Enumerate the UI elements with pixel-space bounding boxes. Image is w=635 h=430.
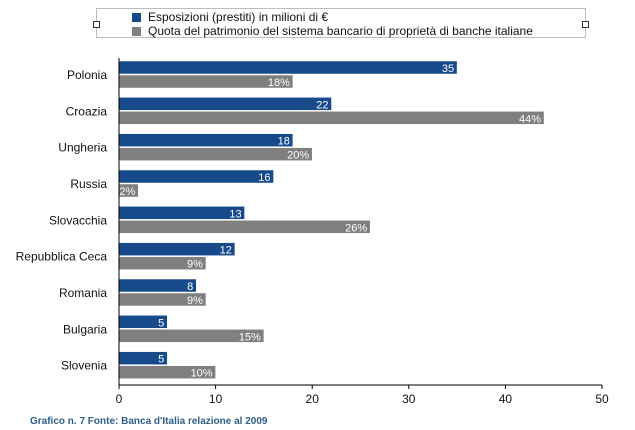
bar-esposizioni-romania: [118, 278, 197, 293]
data-label-esposizioni-polonia: 35: [442, 63, 454, 75]
legend-label-quota: Quota del patrimonio del sistema bancari…: [148, 24, 533, 38]
data-label-esposizioni-slovenia: 5: [158, 354, 164, 366]
bar-esposizioni-russia: [118, 169, 274, 184]
data-label-quota-russia: 2%: [119, 186, 135, 198]
legend-label-esposizioni: Esposizioni (prestiti) in milioni di €: [148, 10, 329, 24]
bar-quota-slovacchia: [118, 220, 371, 234]
legend: Esposizioni (prestiti) in milioni di € Q…: [93, 8, 589, 38]
legend-handle-left[interactable]: [93, 21, 100, 28]
data-label-quota-romania: 9%: [187, 295, 203, 307]
data-label-esposizioni-romania: 8: [187, 281, 193, 293]
category-label-croazia: Croazia: [66, 104, 108, 118]
category-label-slovacchia: Slovacchia: [49, 213, 107, 227]
bar-esposizioni-ungheria: [118, 133, 294, 147]
data-label-quota-slovacchia: 26%: [345, 222, 367, 234]
legend-swatch-blue: [132, 12, 141, 22]
bar-esposizioni-repubblica-ceca: [118, 242, 236, 256]
data-label-esposizioni-russia: 16: [258, 172, 270, 184]
bar-esposizioni-croazia: [118, 97, 332, 111]
category-label-polonia: Polonia: [67, 68, 107, 82]
bar-esposizioni-polonia: [118, 60, 458, 75]
data-label-quota-repubblica-ceca: 9%: [187, 259, 203, 271]
x-tick-label-20: 20: [306, 392, 320, 406]
category-label-repubblica-ceca: Repubblica Ceca: [16, 250, 108, 264]
x-tick-label-30: 30: [402, 392, 416, 406]
category-label-slovenia: Slovenia: [61, 359, 107, 373]
data-label-quota-ungheria: 20%: [287, 150, 309, 162]
legend-handle-right[interactable]: [582, 21, 589, 28]
data-label-esposizioni-slovacchia: 13: [229, 208, 241, 220]
category-label-russia: Russia: [70, 177, 107, 191]
bar-quota-polonia: [118, 74, 294, 89]
category-label-bulgaria: Bulgaria: [63, 322, 107, 336]
data-label-quota-bulgaria: 15%: [239, 331, 261, 343]
data-label-esposizioni-croazia: 22: [316, 99, 328, 111]
category-label-ungheria: Ungheria: [58, 141, 107, 155]
x-tick-label-0: 0: [116, 392, 123, 406]
bar-quota-ungheria: [118, 147, 313, 161]
data-label-esposizioni-ungheria: 18: [278, 136, 290, 148]
x-tick-label-40: 40: [499, 392, 513, 406]
legend-swatch-gray: [132, 26, 141, 36]
chart-caption: Grafico n. 7 Fonte: Banca d'Italia relaz…: [30, 416, 268, 427]
category-label-romania: Romania: [59, 286, 107, 300]
bar-esposizioni-slovacchia: [118, 206, 245, 220]
data-label-quota-polonia: 18%: [268, 77, 290, 89]
legend-item-esposizioni: Esposizioni (prestiti) in milioni di €: [132, 10, 328, 24]
legend-item-quota: Quota del patrimonio del sistema bancari…: [132, 24, 533, 38]
data-label-esposizioni-repubblica-ceca: 12: [220, 245, 232, 257]
data-label-quota-croazia: 44%: [519, 113, 541, 125]
bar-quota-croazia: [118, 111, 545, 125]
data-label-quota-slovenia: 10%: [191, 368, 213, 380]
data-label-esposizioni-bulgaria: 5: [158, 317, 164, 329]
x-tick-label-10: 10: [209, 392, 223, 406]
x-tick-label-50: 50: [595, 392, 609, 406]
